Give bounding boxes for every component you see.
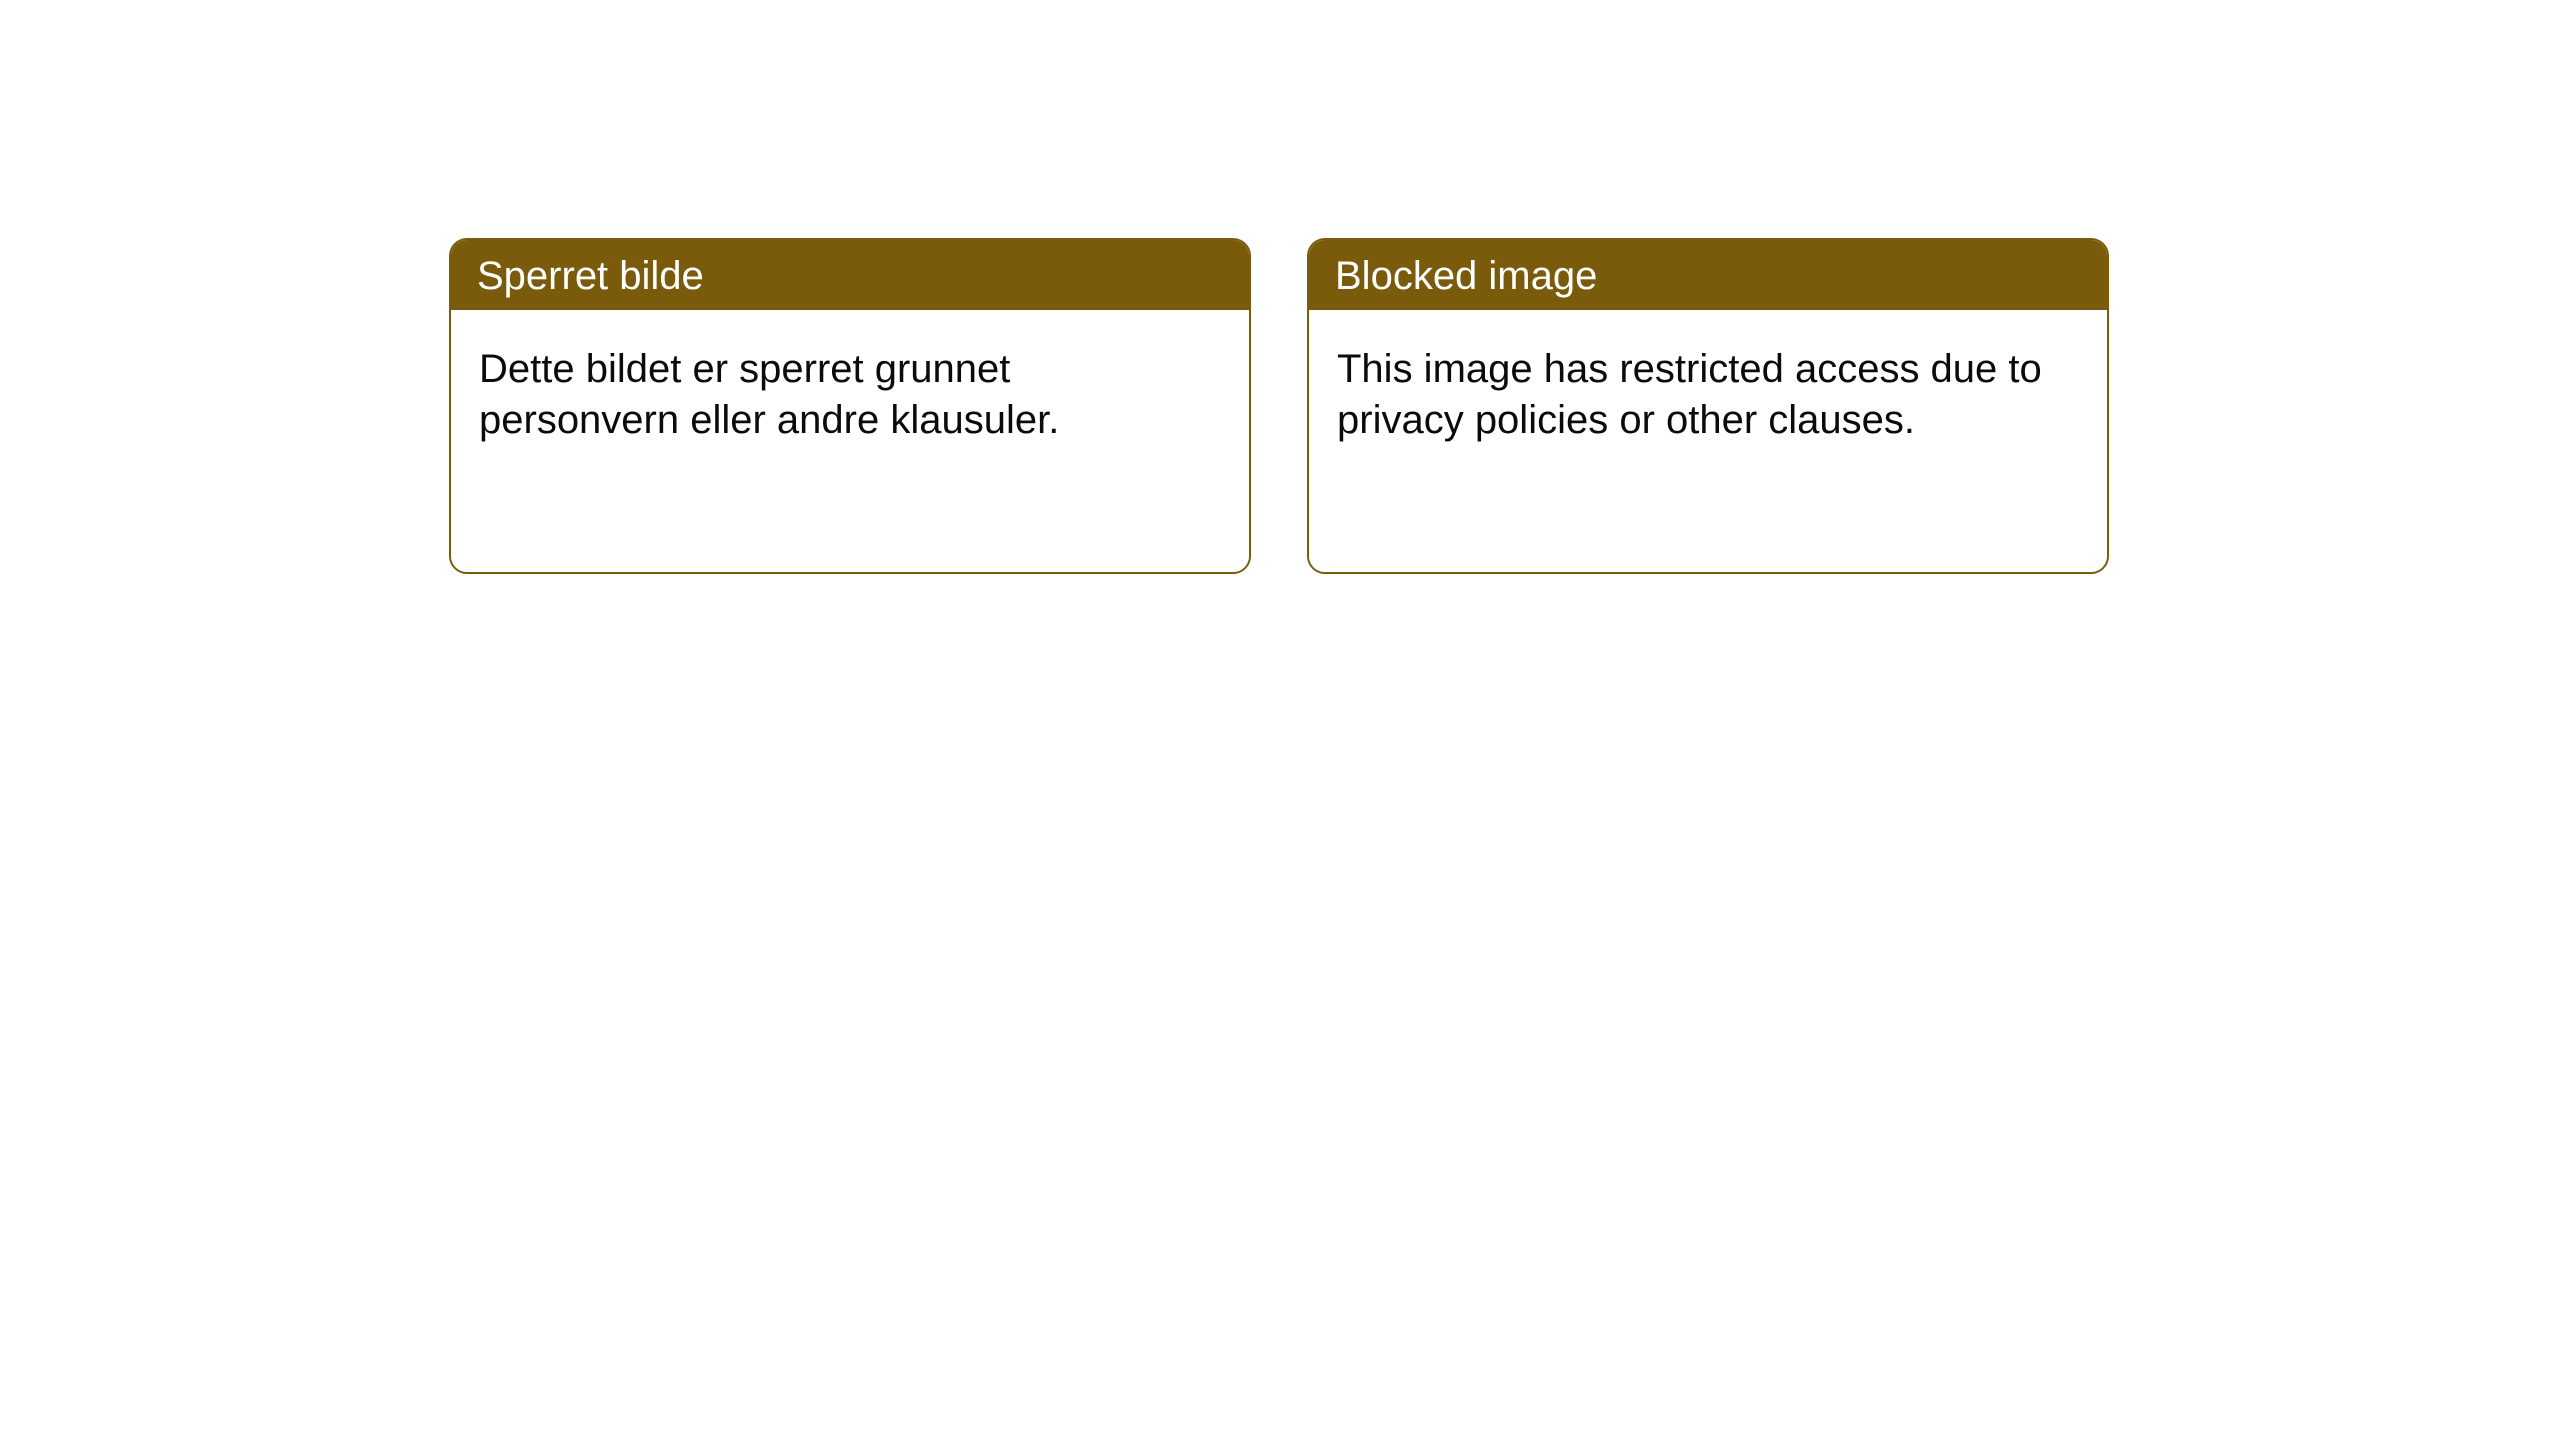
card-header-no: Sperret bilde bbox=[451, 240, 1249, 310]
blocked-image-card-no: Sperret bilde Dette bildet er sperret gr… bbox=[449, 238, 1251, 574]
card-header-en: Blocked image bbox=[1309, 240, 2107, 310]
blocked-image-card-en: Blocked image This image has restricted … bbox=[1307, 238, 2109, 574]
card-body-no: Dette bildet er sperret grunnet personve… bbox=[451, 310, 1249, 572]
page-root: Sperret bilde Dette bildet er sperret gr… bbox=[0, 0, 2560, 1440]
card-body-en: This image has restricted access due to … bbox=[1309, 310, 2107, 572]
